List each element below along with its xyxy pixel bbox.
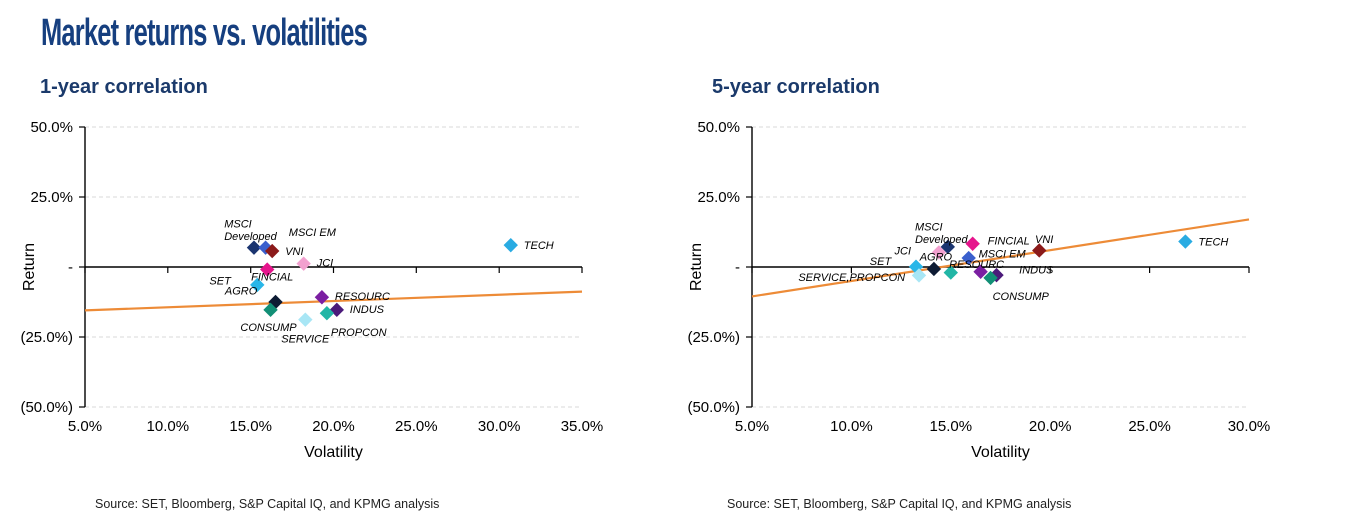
svg-text:TECH: TECH <box>1198 237 1228 249</box>
svg-text:20.0%: 20.0% <box>1029 418 1072 435</box>
svg-text:Volatility: Volatility <box>971 444 1030 461</box>
svg-text:(50.0%): (50.0%) <box>20 399 73 416</box>
svg-text:(25.0%): (25.0%) <box>687 329 740 346</box>
svg-text:INDUS: INDUS <box>350 304 385 316</box>
svg-text:Return: Return <box>21 243 38 291</box>
svg-text:25.0%: 25.0% <box>697 189 740 206</box>
svg-text:50.0%: 50.0% <box>697 119 740 136</box>
svg-text:15.0%: 15.0% <box>229 418 272 435</box>
svg-text:RESOURC: RESOURC <box>335 291 390 303</box>
svg-text:CONSUMP: CONSUMP <box>993 291 1050 303</box>
svg-text:30.0%: 30.0% <box>478 418 521 435</box>
svg-text:TECH: TECH <box>524 240 554 252</box>
svg-text:-: - <box>735 259 740 276</box>
svg-text:INDUS: INDUS <box>1019 265 1054 277</box>
svg-text:JCI: JCI <box>894 245 912 257</box>
svg-text:SERVICE,PROPCON: SERVICE,PROPCON <box>798 272 905 284</box>
svg-text:Developed: Developed <box>915 234 968 246</box>
svg-text:Return: Return <box>688 243 705 291</box>
svg-text:PROPCON: PROPCON <box>331 327 387 339</box>
svg-text:SET: SET <box>870 256 893 268</box>
svg-text:MSCI EM: MSCI EM <box>289 227 337 239</box>
svg-text:VNI: VNI <box>285 246 303 258</box>
svg-text:(50.0%): (50.0%) <box>687 399 740 416</box>
svg-text:AGRO: AGRO <box>919 251 953 263</box>
svg-text:SERVICE: SERVICE <box>281 334 330 346</box>
svg-text:AGRO: AGRO <box>224 286 258 298</box>
svg-text:FINCIAL: FINCIAL <box>988 235 1030 247</box>
svg-text:RESOURC: RESOURC <box>949 259 1004 271</box>
svg-text:5.0%: 5.0% <box>68 418 102 435</box>
svg-text:Volatility: Volatility <box>304 444 363 461</box>
svg-text:(25.0%): (25.0%) <box>20 329 73 346</box>
svg-text:25.0%: 25.0% <box>1128 418 1171 435</box>
svg-text:10.0%: 10.0% <box>147 418 190 435</box>
svg-text:MSCI: MSCI <box>224 219 252 231</box>
svg-text:MSCI: MSCI <box>915 221 943 233</box>
svg-text:JCI: JCI <box>316 258 334 270</box>
svg-text:FINCIAL: FINCIAL <box>251 271 293 283</box>
svg-text:50.0%: 50.0% <box>30 119 73 136</box>
svg-text:CONSUMP: CONSUMP <box>240 322 297 334</box>
svg-text:25.0%: 25.0% <box>395 418 438 435</box>
svg-text:Developed: Developed <box>224 231 277 243</box>
svg-text:15.0%: 15.0% <box>930 418 973 435</box>
svg-text:25.0%: 25.0% <box>30 189 73 206</box>
svg-text:-: - <box>68 259 73 276</box>
svg-text:VNI: VNI <box>1035 234 1053 246</box>
svg-text:20.0%: 20.0% <box>312 418 355 435</box>
svg-text:30.0%: 30.0% <box>1228 418 1271 435</box>
svg-text:10.0%: 10.0% <box>830 418 873 435</box>
svg-text:5.0%: 5.0% <box>735 418 769 435</box>
svg-text:35.0%: 35.0% <box>561 418 604 435</box>
